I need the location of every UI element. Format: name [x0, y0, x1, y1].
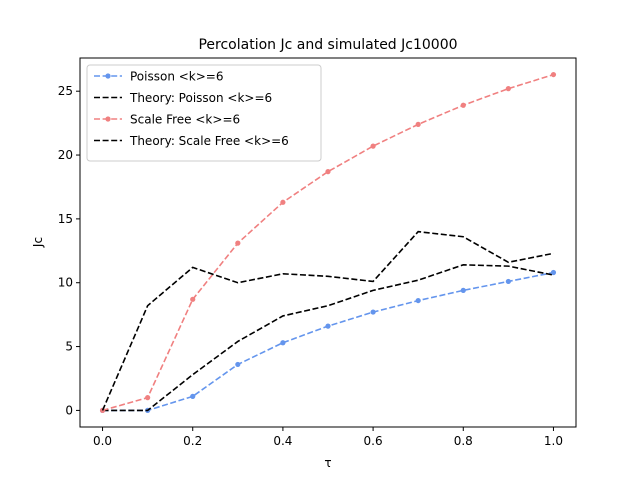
series-point [370, 143, 376, 149]
series-point [505, 86, 511, 92]
series-line-1 [102, 264, 554, 412]
legend: Poisson <k>=6 Theory: Poisson <k>=6 Scale … [86, 64, 322, 162]
plot-frame [79, 57, 577, 428]
series-point [370, 309, 376, 315]
series-line-3 [101, 230, 554, 411]
series-point [235, 240, 241, 246]
y-axis-label: Jc [31, 237, 45, 248]
x-tick-label: 0.8 [454, 434, 473, 448]
series-point [415, 121, 421, 127]
series-point [550, 71, 557, 78]
series-point [505, 278, 511, 285]
x-axis-label: τ [324, 456, 331, 470]
series-point [190, 393, 196, 399]
legend-label: Theory: Poisson <k>=6 [129, 91, 272, 105]
series-line-2 [102, 73, 554, 412]
legend-label: Scale Free <k>=6 [130, 113, 240, 127]
y-axis-ticks: 0 5 10 15 20 25 [58, 84, 80, 417]
legend-box [86, 64, 322, 162]
series-point [460, 287, 466, 293]
x-tick-label: 0.4 [273, 434, 292, 448]
y-tick-label: 5 [65, 340, 73, 354]
chart-title: Percolation Jc and simulated Jc10000 [198, 37, 457, 53]
series-point [280, 340, 286, 346]
series-point [280, 199, 286, 205]
series-layer [99, 71, 557, 414]
x-tick-label: 1.0 [544, 434, 563, 448]
series-point [415, 297, 421, 304]
series-point [190, 296, 196, 302]
y-tick-label: 25 [58, 84, 73, 98]
x-tick-label: 0.0 [93, 434, 112, 448]
y-tick-label: 20 [58, 148, 73, 162]
legend-marker [105, 73, 111, 79]
series-point [325, 323, 331, 329]
series-point [325, 169, 331, 175]
y-tick-label: 0 [65, 403, 73, 417]
series-point [460, 102, 466, 108]
y-tick-label: 10 [58, 276, 73, 290]
series-point [145, 395, 151, 401]
legend-label: Poisson <k>=6 [130, 70, 224, 84]
x-tick-label: 0.6 [364, 434, 383, 448]
series-point [235, 361, 241, 368]
legend-label: Theory: Scale Free <k>=6 [129, 134, 289, 148]
series-point [550, 269, 557, 276]
x-tick-label: 0.2 [183, 434, 202, 448]
y-tick-label: 15 [58, 212, 73, 226]
legend-marker [105, 116, 111, 122]
x-axis-ticks: 0.0 0.2 0.4 0.6 0.8 1.0 [93, 427, 563, 448]
